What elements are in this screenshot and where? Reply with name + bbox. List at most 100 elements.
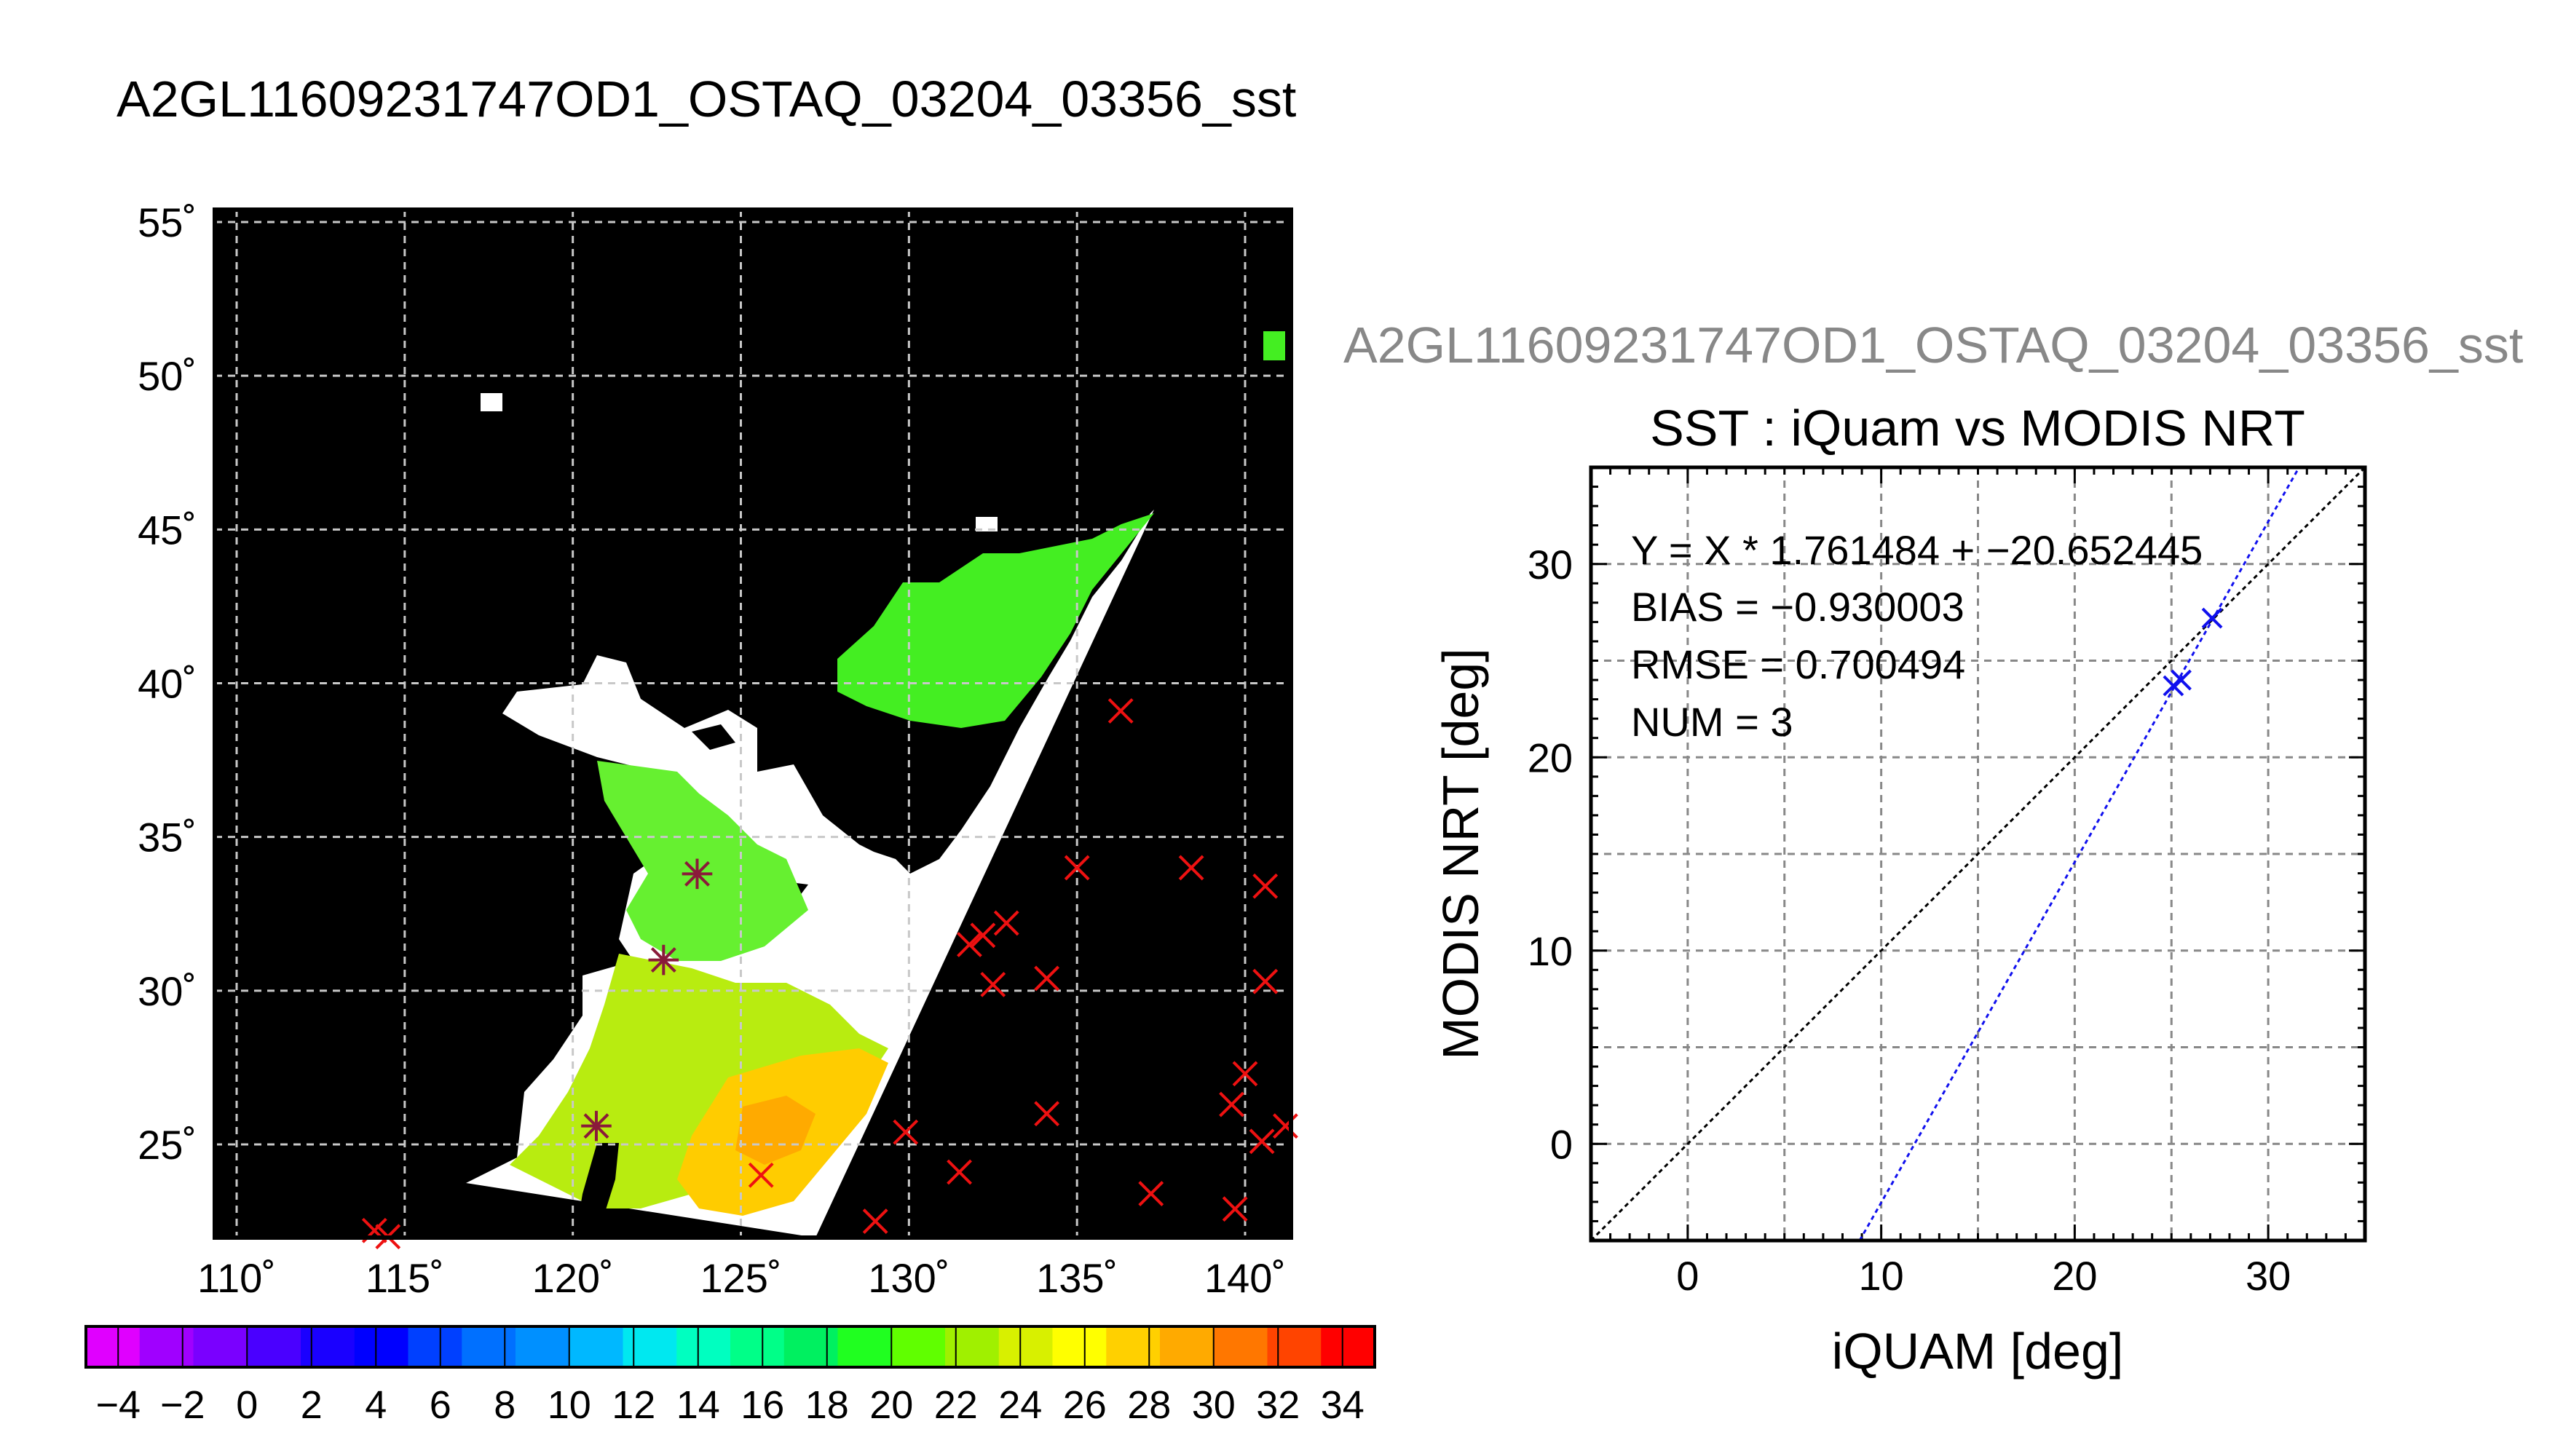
matchup-marker	[1232, 1061, 1258, 1087]
colorbar-segment	[247, 1326, 301, 1367]
map-x-ticks: 110˚ 115˚ 120˚ 125˚ 130˚ 135˚ 140˚	[197, 1255, 1286, 1301]
colorbar-segment	[945, 1326, 1000, 1367]
colorbar-tick-label: 18	[805, 1383, 849, 1427]
regression-line	[1858, 467, 2300, 1241]
matchup-marker	[980, 971, 1006, 997]
matchup-marker	[970, 922, 996, 949]
colorbar-segment	[891, 1326, 946, 1367]
matchup-marker	[862, 1208, 888, 1234]
scatter-x-tick-label: 10	[1858, 1253, 1903, 1299]
colorbar-segment	[1321, 1326, 1375, 1367]
colorbar-tick-label: 26	[1063, 1383, 1107, 1427]
colorbar-segment	[301, 1326, 355, 1367]
matchup-marker	[947, 1159, 972, 1185]
matchup-marker	[957, 932, 982, 957]
matchup-marker	[1219, 1091, 1244, 1117]
sst-orange-south	[735, 1096, 816, 1165]
scatter-x-ticks: 0 10 20 30	[1676, 1253, 2291, 1299]
regression-equation: Y = X * 1.761484 + −20.652445	[1631, 527, 2203, 573]
colorbar-segment	[1160, 1326, 1215, 1367]
colorbar-frame	[84, 1325, 1376, 1369]
scatter-y-tick-label: 30	[1528, 542, 1573, 587]
map-y-tick-label: 50˚	[138, 353, 197, 399]
map-x-tick-label: 130˚	[868, 1255, 949, 1301]
matchup-marker	[1034, 965, 1060, 992]
colorbar-segment	[86, 1326, 141, 1367]
colorbar-tick-label: 20	[869, 1383, 913, 1427]
matchup-marker	[1064, 855, 1090, 881]
colorbar-tick-label: 0	[236, 1383, 258, 1427]
colorbar-segment	[569, 1326, 624, 1367]
colorbar-tick-label: −4	[95, 1383, 141, 1427]
scatter-ylabel: MODIS NRT [deg]	[1432, 648, 1489, 1059]
sst-green-mid	[597, 761, 808, 961]
matchup-marker	[893, 1119, 919, 1145]
map-x-tick-label: 135˚	[1036, 1255, 1118, 1301]
map-title: A2GL11609231747OD1_OSTAQ_03204_03356_sst	[117, 71, 1296, 127]
colorbar-segment	[516, 1326, 570, 1367]
colorbar-tick-label: 4	[365, 1383, 387, 1427]
matchup-marker	[748, 1162, 774, 1188]
matchup-marker	[1272, 1113, 1298, 1139]
scatter-point	[2171, 669, 2192, 691]
colorbar-tick-label: −2	[160, 1383, 205, 1427]
map-y-tick-label: 35˚	[138, 815, 197, 860]
num-value: NUM = 3	[1631, 699, 1793, 745]
cloud-patch	[481, 393, 502, 411]
scatter-x-tick-label: 20	[2052, 1253, 2097, 1299]
scatter-subtitle: A2GL11609231747OD1_OSTAQ_03204_03356_sst	[1343, 317, 2523, 373]
map-x-tick-label: 125˚	[700, 1255, 781, 1301]
cloud-patch	[1263, 331, 1285, 360]
scatter-title: SST : iQuam vs MODIS NRT	[1650, 400, 2305, 456]
scatter-y-tick-label: 20	[1528, 735, 1573, 780]
colorbar-tick-label: 24	[998, 1383, 1042, 1427]
colorbar-segments	[86, 1326, 1375, 1367]
colorbar-tick-label: 2	[301, 1383, 323, 1427]
scatter-stats: Y = X * 1.761484 + −20.652445 BIAS = −0.…	[1631, 527, 2203, 745]
cloud-patch	[976, 517, 998, 531]
taiwan-land	[575, 1143, 619, 1238]
colorbar-tick-label: 16	[741, 1383, 784, 1427]
colorbar-tick-label: 6	[430, 1383, 451, 1427]
scatter-y-tick-label: 10	[1528, 928, 1573, 974]
matchup-marker-used	[682, 858, 713, 890]
colorbar-segment	[193, 1326, 248, 1367]
scatter-x-tick-label: 0	[1676, 1253, 1699, 1299]
scatter-y-tick-label: 0	[1550, 1121, 1573, 1167]
map-grid	[215, 210, 1291, 1238]
scatter-y-ticks: 0 10 20 30	[1528, 542, 1573, 1168]
matchup-marker-used	[648, 944, 679, 976]
colorbar-tick-label: 12	[612, 1383, 655, 1427]
colorbar-tick-label: 28	[1127, 1383, 1171, 1427]
matchup-marker	[993, 910, 1019, 936]
matchup-marker-used	[581, 1110, 612, 1142]
rmse-value: RMSE = 0.700494	[1631, 641, 1965, 687]
colorbar-segment	[1106, 1326, 1161, 1367]
colorbar-segment	[1213, 1326, 1268, 1367]
scatter-x-tick-label: 30	[2246, 1253, 2291, 1299]
map-x-tick-label: 120˚	[532, 1255, 614, 1301]
sst-map: 110˚ 115˚ 120˚ 125˚ 130˚ 135˚ 140˚ 25˚ 30˚ 35˚ 40…	[138, 199, 1298, 1301]
colorbar-segment	[837, 1326, 893, 1367]
map-frame	[213, 207, 1293, 1240]
colorbar-tick-label: 32	[1256, 1383, 1300, 1427]
map-y-tick-label: 45˚	[138, 507, 197, 553]
colorbar-segment	[354, 1326, 409, 1367]
colorbar-tick-label: 34	[1321, 1383, 1365, 1427]
map-x-tick-label: 115˚	[366, 1255, 444, 1301]
colorbar-segment	[623, 1326, 678, 1367]
map-y-tick-label: 30˚	[138, 968, 197, 1014]
matchup-marker	[1222, 1196, 1248, 1222]
matchup-marker	[1034, 1101, 1060, 1127]
one-to-one-line	[1591, 467, 2365, 1241]
colorbar-segment	[139, 1326, 194, 1367]
colorbar-segment	[783, 1326, 839, 1367]
matchup-marker	[1178, 855, 1204, 881]
scatter-point	[2201, 607, 2223, 629]
scatter-points	[2163, 607, 2223, 697]
colorbar-segment	[998, 1326, 1054, 1367]
matchup-marker	[1138, 1181, 1164, 1206]
bias-value: BIAS = −0.930003	[1631, 584, 1964, 630]
map-y-tick-label: 25˚	[138, 1122, 197, 1168]
colorbar-segment	[462, 1326, 516, 1367]
